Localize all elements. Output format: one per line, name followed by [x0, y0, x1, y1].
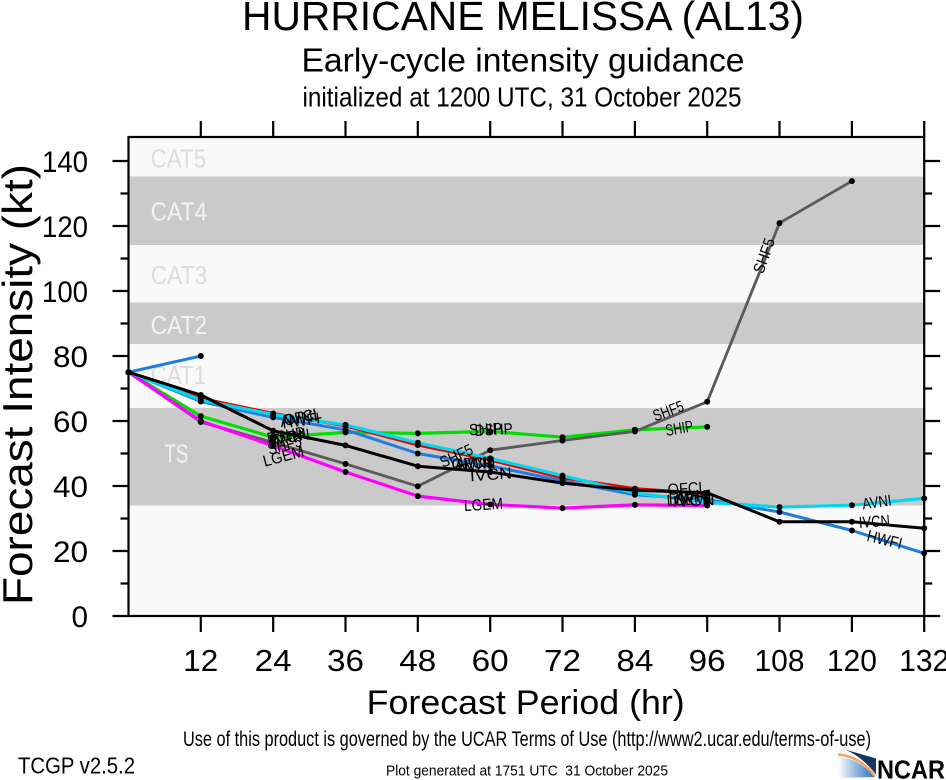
svg-text:Early-cycle intensity guidance: Early-cycle intensity guidance	[302, 43, 745, 80]
svg-text:AVNI: AVNI	[675, 488, 712, 507]
svg-text:SHIP: SHIP	[664, 418, 694, 440]
svg-text:initialized at 1200 UTC, 31 Oc: initialized at 1200 UTC, 31 October 2025	[303, 82, 742, 113]
svg-text:HURRICANE MELISSA (AL13): HURRICANE MELISSA (AL13)	[242, 0, 804, 39]
svg-text:AVNI: AVNI	[279, 408, 319, 431]
svg-text:DSHP: DSHP	[474, 421, 513, 440]
svg-text:24: 24	[255, 644, 292, 678]
svg-text:60: 60	[472, 644, 509, 678]
svg-text:CAT4: CAT4	[151, 198, 208, 226]
svg-text:96: 96	[689, 644, 726, 678]
svg-text:CAT3: CAT3	[151, 262, 208, 290]
svg-text:Plot generated at 1751 UTC 31: Plot generated at 1751 UTC 31 October 20…	[386, 764, 668, 780]
svg-text:NCAR: NCAR	[877, 757, 945, 780]
svg-text:AVNI: AVNI	[454, 455, 491, 474]
svg-text:60: 60	[53, 406, 88, 439]
svg-text:12: 12	[183, 644, 218, 678]
svg-text:HWFI: HWFI	[668, 488, 707, 508]
svg-text:AVNI: AVNI	[861, 493, 892, 514]
svg-text:IVCN: IVCN	[269, 427, 311, 449]
svg-text:Forecast Intensity (kt): Forecast Intensity (kt)	[0, 164, 41, 605]
svg-text:132: 132	[899, 644, 946, 678]
svg-text:Use of this product is governe: Use of this product is governed by the U…	[183, 727, 871, 751]
svg-text:HWFI: HWFI	[457, 455, 496, 475]
svg-text:TS: TS	[164, 441, 188, 469]
svg-text:120: 120	[42, 211, 88, 244]
svg-text:IVCN: IVCN	[858, 513, 890, 532]
svg-text:TCGP v2.5.2: TCGP v2.5.2	[18, 753, 135, 779]
svg-text:84: 84	[616, 644, 653, 678]
svg-text:100: 100	[42, 276, 88, 309]
svg-text:IVCN: IVCN	[672, 492, 715, 511]
svg-text:CAT5: CAT5	[151, 146, 207, 174]
svg-text:48: 48	[399, 644, 436, 678]
svg-text:DSHP: DSHP	[266, 425, 306, 448]
svg-text:OFCL: OFCL	[667, 479, 707, 499]
svg-text:140: 140	[42, 146, 88, 179]
svg-text:LGEM: LGEM	[464, 496, 504, 515]
svg-text:0: 0	[72, 601, 89, 634]
svg-text:LGEM: LGEM	[666, 491, 706, 510]
svg-text:120: 120	[827, 644, 877, 678]
svg-text:OFCI: OFCI	[451, 455, 488, 474]
svg-text:108: 108	[755, 644, 805, 678]
svg-text:80: 80	[53, 341, 88, 374]
svg-text:72: 72	[544, 644, 581, 678]
svg-text:CAT2: CAT2	[151, 312, 208, 340]
svg-text:HWFI: HWFI	[281, 410, 321, 432]
svg-text:SHIP: SHIP	[469, 421, 503, 440]
svg-text:IVCN: IVCN	[469, 465, 512, 485]
svg-text:40: 40	[53, 471, 88, 504]
svg-text:36: 36	[327, 644, 364, 678]
svg-text:20: 20	[53, 536, 88, 569]
svg-text:HMNI: HMNI	[268, 426, 309, 450]
svg-text:Forecast Period (hr): Forecast Period (hr)	[367, 684, 685, 722]
